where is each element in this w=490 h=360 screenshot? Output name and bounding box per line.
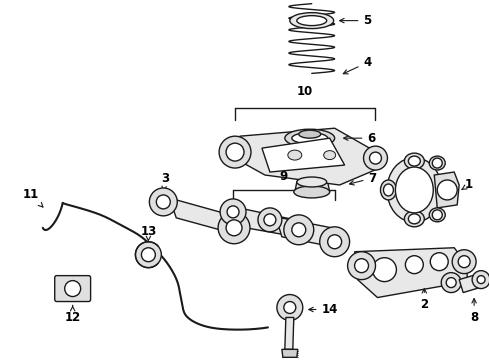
Ellipse shape <box>307 156 317 164</box>
Ellipse shape <box>384 184 393 196</box>
Polygon shape <box>285 318 294 349</box>
Circle shape <box>458 256 470 268</box>
Polygon shape <box>355 248 467 298</box>
Ellipse shape <box>297 177 327 187</box>
Ellipse shape <box>380 180 396 200</box>
Text: 11: 11 <box>23 188 43 207</box>
Ellipse shape <box>408 214 420 224</box>
Circle shape <box>441 273 461 293</box>
Circle shape <box>284 302 296 314</box>
Ellipse shape <box>395 167 433 213</box>
Ellipse shape <box>387 158 442 222</box>
Text: 14: 14 <box>309 303 338 316</box>
Polygon shape <box>308 160 316 182</box>
Circle shape <box>218 212 250 244</box>
Ellipse shape <box>297 15 327 26</box>
Circle shape <box>258 208 282 232</box>
Circle shape <box>369 152 382 164</box>
Ellipse shape <box>408 156 420 166</box>
Ellipse shape <box>288 150 302 160</box>
Circle shape <box>437 180 457 200</box>
Text: 13: 13 <box>140 225 156 241</box>
Ellipse shape <box>290 13 334 28</box>
Circle shape <box>284 215 314 245</box>
Text: 3: 3 <box>161 171 170 191</box>
Polygon shape <box>295 182 330 192</box>
Text: 5: 5 <box>340 14 371 27</box>
Ellipse shape <box>429 156 445 170</box>
Polygon shape <box>434 172 459 208</box>
Circle shape <box>156 195 171 209</box>
Polygon shape <box>230 128 379 185</box>
Circle shape <box>432 158 442 168</box>
Text: 4: 4 <box>343 56 371 74</box>
Ellipse shape <box>404 211 424 227</box>
Ellipse shape <box>404 153 424 169</box>
Circle shape <box>142 248 155 262</box>
Ellipse shape <box>292 133 328 144</box>
Text: 8: 8 <box>470 298 478 324</box>
Circle shape <box>472 271 490 289</box>
Circle shape <box>452 250 476 274</box>
Text: 7: 7 <box>349 171 377 185</box>
Circle shape <box>277 294 303 320</box>
Circle shape <box>347 252 375 280</box>
Circle shape <box>220 199 246 225</box>
Circle shape <box>430 253 448 271</box>
Circle shape <box>219 136 251 168</box>
Text: 9: 9 <box>280 170 288 183</box>
Text: 6: 6 <box>343 132 376 145</box>
Ellipse shape <box>285 129 335 147</box>
Circle shape <box>227 206 239 218</box>
Ellipse shape <box>299 130 321 138</box>
Text: 10: 10 <box>296 85 313 98</box>
Polygon shape <box>276 217 338 248</box>
Polygon shape <box>239 208 302 238</box>
Circle shape <box>226 143 244 161</box>
Circle shape <box>372 258 396 282</box>
Text: 1: 1 <box>462 179 473 192</box>
Polygon shape <box>262 138 344 172</box>
Circle shape <box>477 276 485 284</box>
Circle shape <box>65 280 81 297</box>
Text: 12: 12 <box>65 305 81 324</box>
Circle shape <box>432 210 442 220</box>
Circle shape <box>405 256 423 274</box>
Circle shape <box>292 223 306 237</box>
Circle shape <box>364 146 388 170</box>
Text: 2: 2 <box>420 289 428 311</box>
Circle shape <box>226 220 242 236</box>
Ellipse shape <box>294 186 330 198</box>
Circle shape <box>328 235 342 249</box>
Circle shape <box>149 188 177 216</box>
Circle shape <box>319 227 349 257</box>
Circle shape <box>135 242 161 268</box>
Polygon shape <box>282 349 298 357</box>
Ellipse shape <box>324 150 336 159</box>
FancyBboxPatch shape <box>55 276 91 302</box>
Circle shape <box>355 259 368 273</box>
Circle shape <box>264 214 276 226</box>
Circle shape <box>446 278 456 288</box>
Ellipse shape <box>429 208 445 222</box>
Polygon shape <box>169 198 238 235</box>
Polygon shape <box>459 274 483 293</box>
